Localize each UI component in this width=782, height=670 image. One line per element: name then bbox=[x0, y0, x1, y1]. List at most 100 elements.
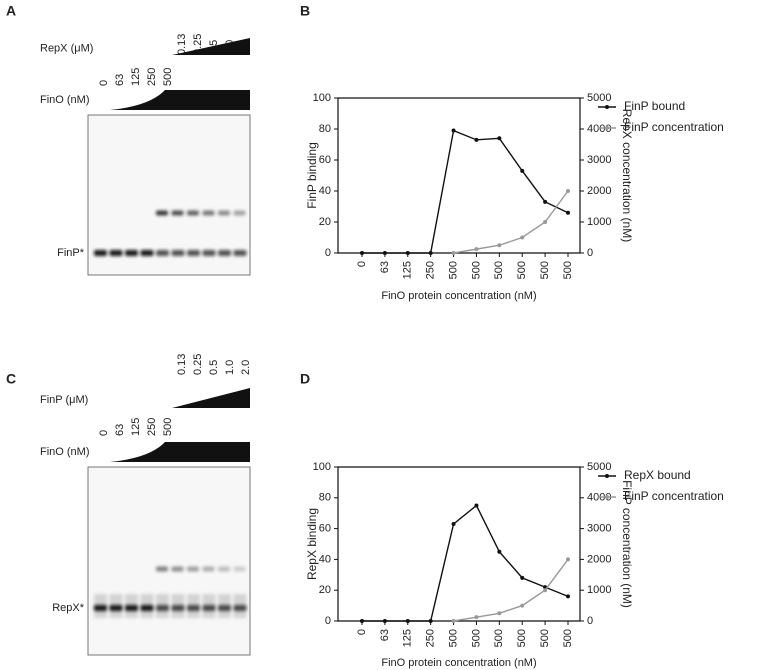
series-line bbox=[362, 129, 569, 254]
data-point bbox=[520, 575, 525, 580]
x-tick-label: 500 bbox=[470, 261, 482, 279]
titration-tick-label: 0.13 bbox=[176, 34, 188, 55]
fino-tick-label: 0 bbox=[98, 80, 110, 86]
titration-wedge bbox=[172, 388, 250, 408]
band bbox=[187, 210, 199, 216]
y-axis-label: FinP binding bbox=[305, 142, 319, 209]
y2-tick-label: 2000 bbox=[587, 185, 611, 197]
data-point bbox=[497, 611, 502, 616]
data-point bbox=[543, 220, 548, 224]
data-point bbox=[451, 251, 456, 255]
titration-tick-label: 0.13 bbox=[176, 354, 188, 375]
data-point bbox=[474, 247, 479, 252]
band bbox=[156, 605, 169, 611]
band bbox=[218, 566, 230, 572]
band bbox=[171, 210, 184, 216]
fino-tick-label: 125 bbox=[130, 418, 142, 436]
legend-marker bbox=[605, 495, 609, 499]
y2-axis-label: FinP concentration (nM) bbox=[620, 480, 634, 608]
band bbox=[202, 250, 216, 256]
fino-tick-label: 125 bbox=[130, 68, 142, 86]
x-tick-label: 500 bbox=[562, 261, 574, 279]
y-tick-label: 100 bbox=[313, 461, 331, 473]
x-tick-label: 125 bbox=[402, 629, 414, 647]
x-tick-label: 500 bbox=[447, 629, 459, 647]
y2-tick-label: 3000 bbox=[587, 154, 611, 166]
fino-wedge bbox=[110, 90, 250, 110]
y2-tick-label: 4000 bbox=[587, 123, 611, 135]
titration-wedge bbox=[172, 38, 250, 55]
legend-label: RepX bound bbox=[624, 468, 691, 482]
data-point bbox=[451, 128, 456, 133]
band bbox=[125, 605, 138, 611]
data-point bbox=[497, 243, 502, 248]
band bbox=[94, 250, 107, 256]
legend-marker bbox=[605, 105, 609, 109]
band bbox=[233, 566, 246, 572]
data-point bbox=[543, 588, 548, 593]
y2-tick-label: 5000 bbox=[587, 92, 611, 104]
data-point bbox=[566, 210, 570, 215]
series-line bbox=[453, 558, 569, 622]
x-tick-label: 500 bbox=[447, 261, 459, 279]
titration-tick-label: 2.0 bbox=[240, 360, 252, 375]
data-point bbox=[566, 189, 570, 193]
data-point bbox=[520, 168, 525, 173]
data-point bbox=[382, 619, 387, 623]
band bbox=[233, 210, 246, 216]
data-point bbox=[360, 251, 364, 255]
fino-tick-label: 0 bbox=[98, 430, 110, 436]
band bbox=[202, 210, 215, 216]
band bbox=[94, 605, 107, 611]
fino-tick-label: 250 bbox=[146, 68, 158, 86]
fino-tick-label: 63 bbox=[114, 74, 126, 86]
x-tick-label: 500 bbox=[470, 629, 482, 647]
band bbox=[140, 250, 154, 256]
band bbox=[187, 250, 200, 256]
x-tick-label: 0 bbox=[356, 629, 368, 635]
band bbox=[218, 605, 231, 611]
data-point bbox=[451, 521, 456, 526]
fino-tick-label: 250 bbox=[146, 418, 158, 436]
data-point bbox=[566, 557, 570, 562]
band bbox=[233, 605, 247, 611]
axis-frame bbox=[337, 97, 581, 254]
data-point bbox=[497, 549, 502, 554]
y2-tick-label: 3000 bbox=[587, 523, 611, 535]
y2-tick-label: 0 bbox=[587, 247, 593, 259]
data-point bbox=[360, 619, 364, 623]
band-label: FinP* bbox=[57, 247, 85, 259]
x-tick-label: 0 bbox=[356, 261, 368, 267]
band bbox=[202, 605, 216, 611]
fino-tick-label: 63 bbox=[114, 424, 126, 436]
legend-marker bbox=[605, 126, 609, 130]
data-point bbox=[520, 235, 525, 240]
x-tick-label: 500 bbox=[562, 629, 574, 647]
y2-tick-label: 0 bbox=[587, 615, 593, 627]
data-point bbox=[474, 503, 479, 508]
band bbox=[202, 566, 215, 572]
legend-label: FinP concentration bbox=[624, 489, 724, 503]
data-point bbox=[382, 251, 387, 255]
x-tick-label: 500 bbox=[493, 261, 505, 279]
y-tick-label: 60 bbox=[319, 154, 331, 166]
x-tick-label: 500 bbox=[493, 629, 505, 647]
data-point bbox=[497, 136, 502, 141]
x-tick-label: 125 bbox=[402, 261, 414, 279]
band bbox=[218, 250, 231, 256]
data-point bbox=[405, 251, 410, 255]
y2-tick-label: 4000 bbox=[587, 492, 611, 504]
y-tick-label: 100 bbox=[313, 92, 331, 104]
band bbox=[218, 210, 230, 216]
x-tick-label: 500 bbox=[539, 261, 551, 279]
y2-axis-label: RepX concentration (nM) bbox=[620, 109, 634, 242]
y-axis-label: RepX binding bbox=[305, 508, 319, 580]
titration-tick-label: 0.25 bbox=[192, 354, 204, 375]
x-tick-label: 250 bbox=[425, 261, 437, 279]
y-tick-label: 0 bbox=[325, 615, 331, 627]
band bbox=[171, 250, 185, 256]
band bbox=[233, 250, 247, 256]
data-point bbox=[566, 594, 570, 599]
titration-tick-label: 1.0 bbox=[224, 360, 236, 375]
